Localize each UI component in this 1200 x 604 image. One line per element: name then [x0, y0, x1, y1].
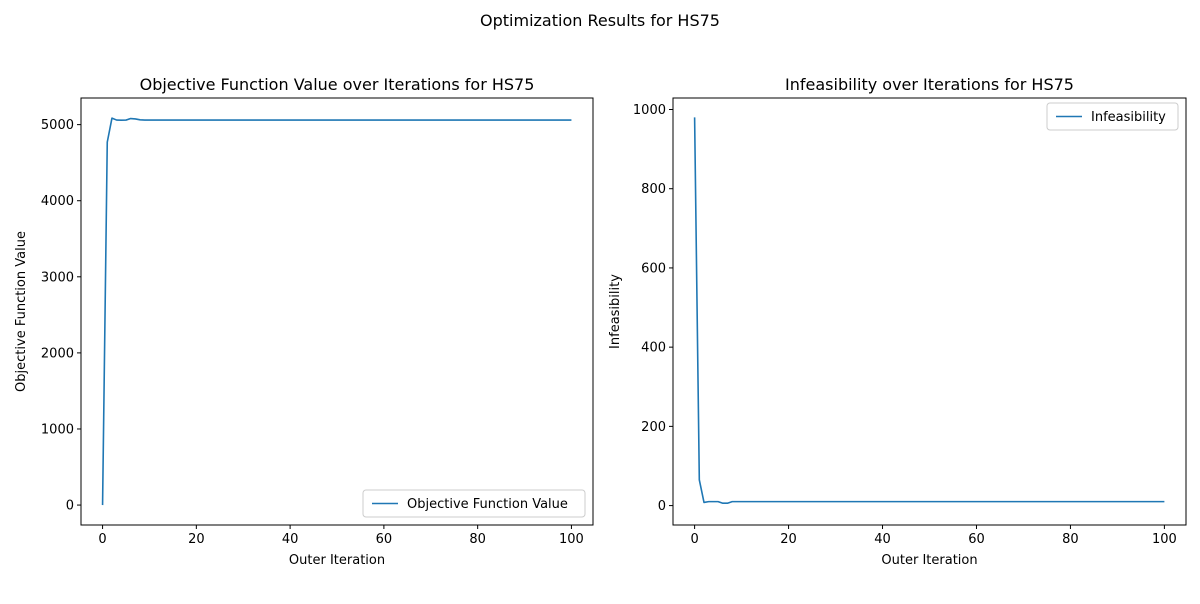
x-tick-label: 60: [376, 532, 393, 547]
legend-label: Objective Function Value: [407, 497, 568, 512]
y-tick-label: 1000: [41, 422, 74, 437]
x-tick-label: 80: [469, 532, 486, 547]
plot-area: [81, 98, 593, 525]
y-tick-label: 4000: [41, 194, 74, 209]
x-tick-label: 100: [1152, 532, 1177, 547]
y-tick-label: 3000: [41, 270, 74, 285]
y-tick-label: 0: [658, 499, 666, 514]
x-tick-label: 80: [1062, 532, 1079, 547]
x-tick-label: 20: [188, 532, 205, 547]
axes-frame: [80, 97, 594, 526]
legend-box: [362, 489, 586, 518]
figure-suptitle: Optimization Results for HS75: [480, 11, 720, 30]
legend: Objective Function Value: [362, 489, 586, 518]
chart-panel-1: 0 20 40 60 80 100010002000300040005000Objecti…: [14, 75, 594, 568]
x-axis-label: Outer Iteration: [289, 553, 385, 568]
x-tick-label: 100: [559, 532, 584, 547]
legend-box: [1046, 102, 1179, 131]
legend: Infeasibility: [1046, 102, 1179, 131]
series-line-1: [101, 117, 572, 506]
axes-frame: [672, 97, 1187, 526]
chart-panel-2: 0 20 40 60 80 10002004006008001000Infeasibili…: [608, 75, 1187, 568]
chart-title: Infeasibility over Iterations for HS75: [785, 75, 1074, 94]
plot-area: [673, 98, 1186, 525]
y-tick-label: 5000: [41, 118, 74, 133]
series-line-1: [693, 117, 1165, 505]
x-tick-label: 40: [282, 532, 299, 547]
y-tick-label: 2000: [41, 346, 74, 361]
x-tick-label: 20: [780, 532, 797, 547]
y-axis-label: Objective Function Value: [14, 231, 29, 392]
x-tick-label: 60: [968, 532, 985, 547]
y-tick-label: 1000: [633, 103, 666, 118]
y-tick-label: 600: [641, 261, 666, 276]
y-tick-label: 0: [66, 499, 74, 514]
x-tick-label: 0: [98, 532, 106, 547]
y-tick-label: 400: [641, 341, 666, 356]
x-axis-label: Outer Iteration: [881, 553, 977, 568]
chart-title: Objective Function Value over Iterations…: [140, 75, 535, 94]
y-tick-label: 200: [641, 420, 666, 435]
y-tick-label: 800: [641, 182, 666, 197]
x-tick-label: 40: [874, 532, 891, 547]
x-tick-label: 0: [690, 532, 698, 547]
legend-label: Infeasibility: [1091, 110, 1166, 125]
y-axis-label: Infeasibility: [608, 274, 623, 349]
